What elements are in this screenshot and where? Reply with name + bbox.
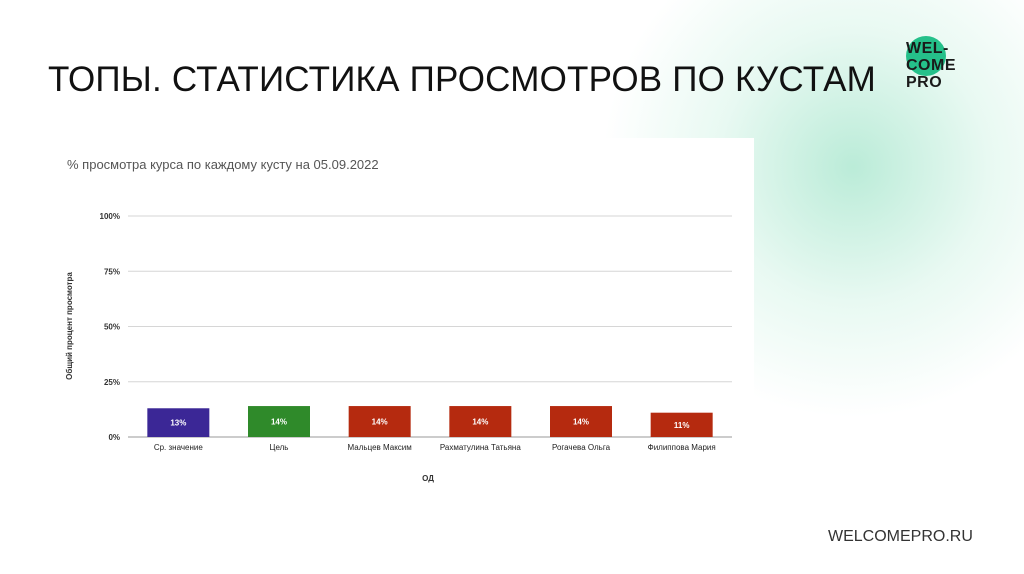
chart-grid [128, 215, 732, 438]
data-label: 13% [170, 419, 186, 428]
category-label: Ср. значение [154, 443, 204, 452]
bar [650, 412, 713, 437]
logo-disk [906, 36, 946, 76]
bar [550, 406, 612, 437]
data-label: 14% [472, 418, 488, 427]
footer-url: WELCOMEPRO.RU [828, 528, 973, 545]
category-label: Рахматулина Татьяна [440, 443, 521, 452]
category-label: Филиппова Мария [648, 443, 716, 452]
data-labels: 13% 14% 14% 14% 14% 11% [170, 418, 689, 430]
bar-chart: % просмотра курса по каждому кусту на 05… [65, 157, 732, 483]
category-label: Цель [270, 443, 289, 452]
slide-title: ТОПЫ. СТАТИСТИКА ПРОСМОТРОВ ПО КУСТАМ [48, 60, 877, 99]
logo-line-2: COME [906, 57, 956, 74]
logo-line-3: PRO [906, 74, 943, 91]
y-tick-label: 75% [104, 267, 120, 276]
y-tick-label: 100% [100, 212, 120, 221]
category-label: Мальцев Максим [348, 443, 412, 452]
y-tick-labels: 0% 25% 50% 75% 100% [100, 212, 120, 442]
welcomepro-logo: WEL- COME PRO [904, 36, 968, 102]
x-axis-title: ОД [422, 474, 434, 483]
bar [248, 406, 310, 437]
data-label: 14% [271, 418, 287, 427]
category-label: Рогачева Ольга [552, 443, 611, 452]
category-labels: Ср. значение Цель Мальцев Максим Рахматулин… [154, 443, 716, 452]
logo-line-1: WEL- [906, 40, 949, 57]
data-label: 14% [573, 418, 589, 427]
chart-title: % просмотра курса по каждому кусту на 05… [67, 157, 379, 172]
y-tick-label: 25% [104, 378, 120, 387]
bar [348, 406, 411, 437]
y-axis-title: Общий процент просмотра [65, 272, 74, 380]
bar [147, 408, 210, 437]
data-label: 14% [372, 418, 388, 427]
logo-text: WEL- COME PRO [906, 40, 956, 91]
bar [449, 406, 512, 437]
y-tick-label: 0% [108, 433, 120, 442]
chart-bars [147, 406, 713, 437]
chart-card: % просмотра курса по каждому кусту на 05… [48, 138, 754, 494]
y-tick-label: 50% [104, 323, 120, 332]
data-label: 11% [674, 421, 690, 430]
